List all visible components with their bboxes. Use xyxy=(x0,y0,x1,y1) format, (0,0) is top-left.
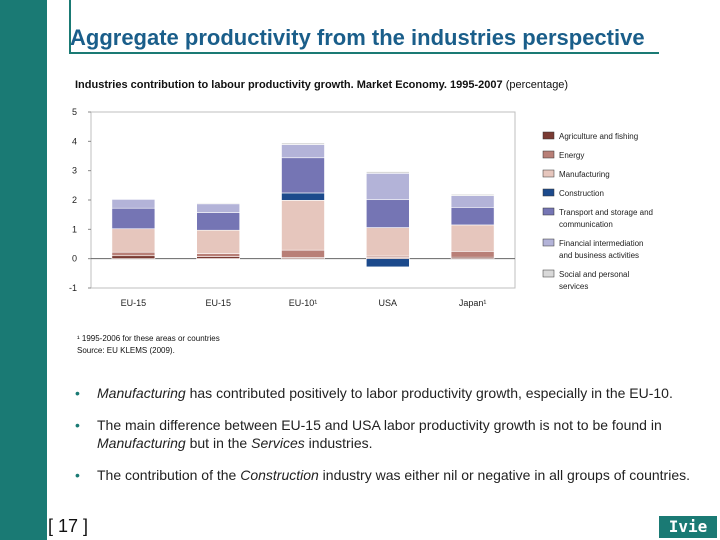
slide-title: Aggregate productivity from the industri… xyxy=(70,25,645,50)
title-underline xyxy=(69,52,659,54)
bullet-marker: • xyxy=(75,385,80,401)
legend-label: and business activities xyxy=(559,251,639,260)
bullet-marker: • xyxy=(75,417,80,433)
bullet-text: but in the xyxy=(185,435,252,451)
legend-label: Manufacturing xyxy=(559,170,610,179)
chart-footnote: ¹ 1995-2006 for these areas or countries xyxy=(77,334,220,343)
bar-segment xyxy=(111,251,156,257)
bullet-text: industry was either nil or negative in a… xyxy=(318,467,690,483)
chart-subtitle: Industries contribution to labour produc… xyxy=(75,79,568,91)
legend-label: services xyxy=(559,282,588,291)
legend-swatch xyxy=(542,169,555,178)
bar-segment xyxy=(111,207,156,230)
bar-segment xyxy=(281,199,325,251)
bar-segment xyxy=(281,249,325,258)
page-number: [ 17 ] xyxy=(48,516,89,536)
legend-label: Transport and storage and xyxy=(559,208,653,217)
y-tick-label: 0 xyxy=(72,254,77,264)
bar-segment xyxy=(281,157,325,194)
x-tick-label: EU-15 xyxy=(205,298,231,308)
bar-segment xyxy=(111,199,156,209)
bar-segment xyxy=(450,251,495,258)
bar-segment xyxy=(281,142,325,145)
bar-segment xyxy=(196,229,240,254)
bullet-text: Manufacturing xyxy=(97,435,186,451)
bar-segment xyxy=(196,253,240,257)
bar-segment xyxy=(196,256,240,259)
bar-segment xyxy=(196,258,240,260)
bar-segment xyxy=(196,212,240,231)
bar-segment xyxy=(365,227,410,257)
bar-segment xyxy=(450,193,495,196)
bullet-text: The contribution of the xyxy=(97,467,241,483)
bar-segment xyxy=(111,228,156,253)
chart-subtitle-main: Industries contribution to labour produc… xyxy=(75,79,503,91)
x-tick-label: EU-15 xyxy=(121,298,147,308)
bar-segment xyxy=(281,144,325,159)
bar-segment xyxy=(196,203,240,213)
legend-swatch xyxy=(542,188,555,197)
bullet-text: The main difference between EU-15 and US… xyxy=(97,417,662,433)
title-bar xyxy=(47,0,720,60)
bar-segment xyxy=(365,199,410,228)
y-tick-label: 1 xyxy=(72,224,77,234)
bar-segment xyxy=(196,202,240,205)
bullet-marker: • xyxy=(75,467,80,483)
legend-swatch xyxy=(542,150,555,159)
bullet-text: Services xyxy=(251,435,305,451)
bar-segment xyxy=(450,224,495,252)
chart-source: Source: EU KLEMS (2009). xyxy=(77,346,175,355)
bullet-text: industries. xyxy=(304,435,373,451)
bullet-item: • Manufacturing has contributed positivel… xyxy=(75,384,715,402)
bullet-item: • The main difference between EU-15 and U… xyxy=(75,416,715,452)
legend-swatch xyxy=(542,207,555,216)
bar-segment xyxy=(450,195,495,208)
chart-subtitle-unit: (percentage) xyxy=(505,79,569,91)
bar-segment xyxy=(111,255,156,259)
bar-segment xyxy=(365,171,410,174)
sidebar-strip xyxy=(0,0,47,540)
bullet-item: • The contribution of the Construction in… xyxy=(75,466,715,484)
title-bar-vertical-rule xyxy=(69,0,71,52)
bullet-list: • Manufacturing has contributed positivel… xyxy=(75,384,715,498)
ivie-logo: Ivie xyxy=(659,516,717,538)
legend-swatch xyxy=(542,131,555,140)
x-tick-label: Japan¹ xyxy=(459,298,487,308)
legend-label: Construction xyxy=(559,189,604,198)
x-tick-label: USA xyxy=(379,298,398,308)
bar-segment xyxy=(365,258,410,268)
legend-label: Energy xyxy=(559,151,584,160)
bar-segment xyxy=(281,192,325,201)
bullet-text: Construction xyxy=(240,467,319,483)
y-tick-label: 4 xyxy=(72,136,77,146)
bar-segment xyxy=(365,173,410,201)
legend-label: communication xyxy=(559,220,613,229)
bullet-text: Manufacturing xyxy=(97,385,186,401)
legend-label: Financial intermediation xyxy=(559,239,644,248)
y-tick-label: 5 xyxy=(72,107,77,117)
y-tick-label: 3 xyxy=(72,166,77,176)
stacked-bar-chart: -1 0 1 2 3 4 5 EU-15 EU-15 EU-10¹ USA Japan¹ Agricul… xyxy=(69,107,653,308)
legend-label: Agriculture and fishing xyxy=(559,132,638,141)
legend-swatch xyxy=(542,269,555,278)
x-tick-label: EU-10¹ xyxy=(289,298,318,308)
bar-segment xyxy=(450,207,495,226)
legend-label: Social and personal xyxy=(559,270,629,279)
bullet-text: has contributed positively to labor prod… xyxy=(185,385,673,401)
legend-swatch xyxy=(542,238,555,247)
y-tick-label: -1 xyxy=(69,283,77,293)
y-tick-label: 2 xyxy=(72,195,77,205)
